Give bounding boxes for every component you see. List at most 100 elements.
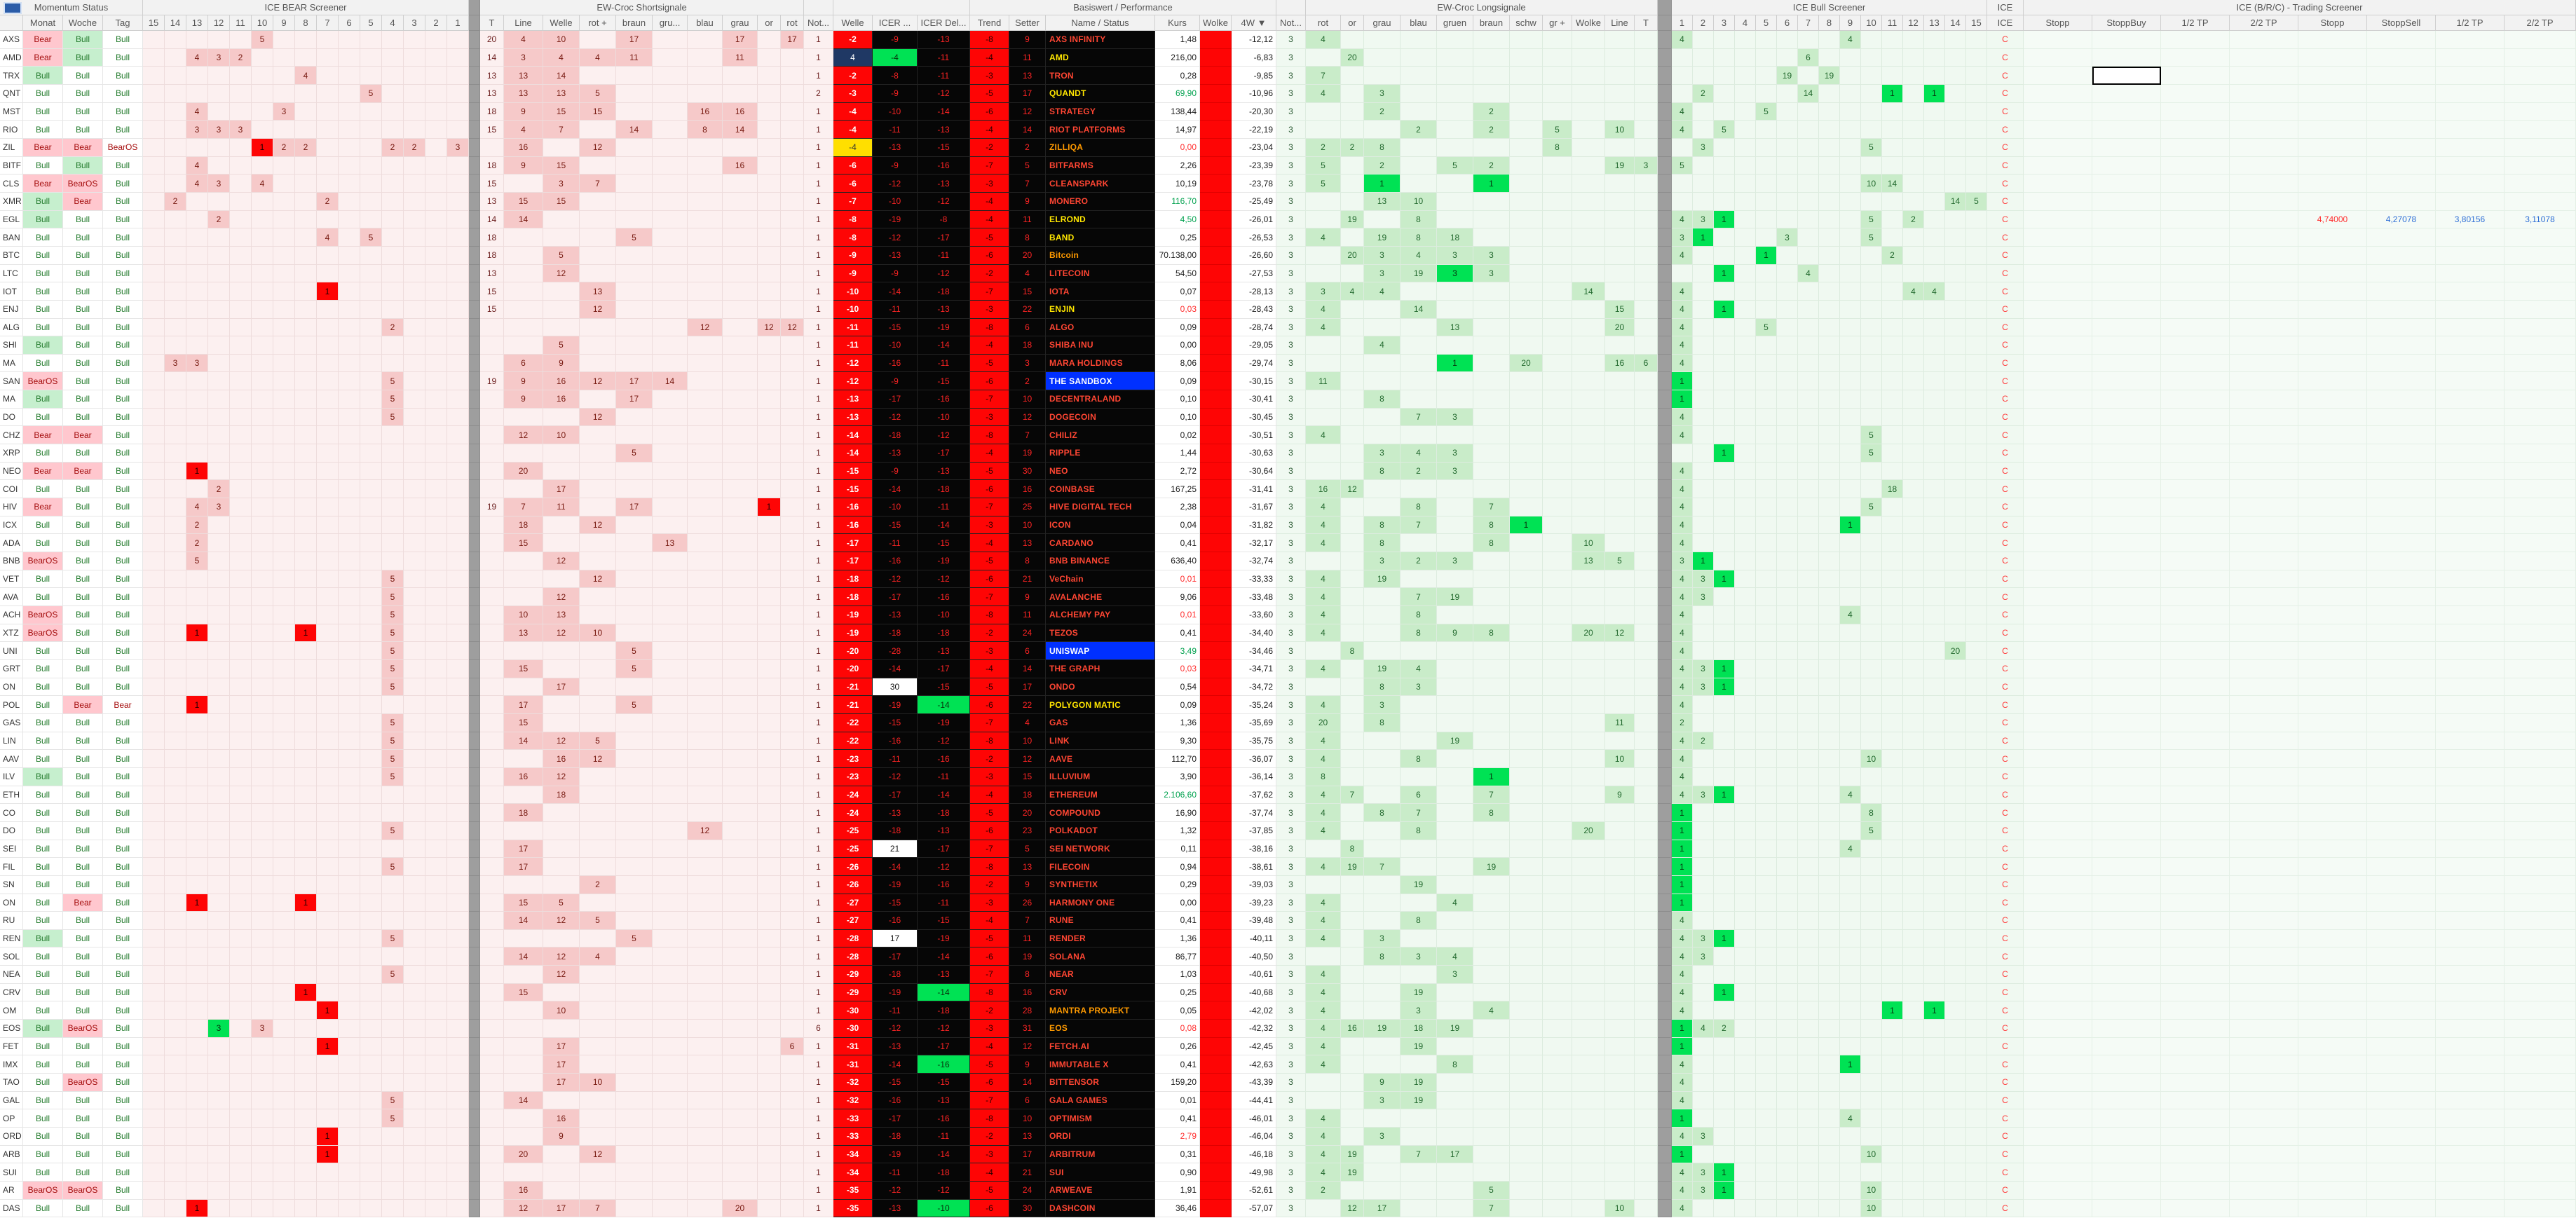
cell-b7[interactable]	[317, 138, 339, 157]
cell-b10[interactable]	[252, 300, 273, 319]
cell-u13[interactable]	[1924, 516, 1945, 535]
cell-s_gruen[interactable]	[653, 408, 688, 427]
cell-st1[interactable]	[2024, 1037, 2092, 1056]
cell-b5[interactable]	[360, 426, 382, 445]
cell-l_or[interactable]	[1341, 732, 1364, 751]
cell-st3[interactable]	[2161, 444, 2230, 463]
cell-kurs[interactable]: 1,32	[1155, 821, 1200, 840]
cell-l_gruen[interactable]	[1437, 840, 1473, 858]
cell-s_rotp[interactable]	[580, 498, 616, 516]
cell-st3[interactable]	[2161, 983, 2230, 1002]
cell-u13[interactable]	[1924, 1020, 1945, 1038]
cell-welle2[interactable]: -23	[833, 750, 873, 768]
cell-ticker[interactable]: CLS	[0, 175, 23, 193]
cell-st8[interactable]	[2505, 282, 2576, 301]
cell-u6[interactable]	[1777, 336, 1798, 355]
cell-s_rotp[interactable]	[580, 1128, 616, 1146]
cell-u12[interactable]	[1903, 606, 1924, 624]
cell-l_gruen[interactable]	[1437, 336, 1473, 355]
cell-s_line[interactable]: 14	[504, 732, 543, 751]
cell-ticker[interactable]: XTZ	[0, 624, 23, 643]
cell-s_welle[interactable]	[543, 1145, 580, 1164]
cell-welle2[interactable]: -2	[833, 31, 873, 49]
cell-st5[interactable]	[2298, 84, 2367, 103]
cell-l_blau[interactable]: 2	[1401, 121, 1437, 139]
cell-setter[interactable]: 12	[1009, 750, 1046, 768]
cell-s_gruen[interactable]	[653, 1037, 688, 1056]
cell-st1[interactable]	[2024, 175, 2092, 193]
cell-u2[interactable]	[1693, 534, 1714, 553]
cell-u8[interactable]	[1819, 966, 1840, 984]
cell-s_gruen[interactable]	[653, 713, 688, 732]
cell-u8[interactable]	[1819, 1037, 1840, 1056]
cell-s_line[interactable]	[504, 1074, 543, 1092]
cell-b5[interactable]	[360, 1055, 382, 1074]
cell-b2[interactable]	[425, 624, 447, 643]
cell-l_grp[interactable]	[1543, 282, 1572, 301]
cell-st6[interactable]	[2367, 624, 2436, 643]
cell-u5[interactable]: 5	[1756, 102, 1777, 121]
cell-s_rot[interactable]	[781, 336, 804, 355]
cell-st6[interactable]	[2367, 840, 2436, 858]
cell-welle2[interactable]: -13	[833, 390, 873, 409]
cell-st8[interactable]	[2505, 246, 2576, 265]
cell-b5[interactable]	[360, 1145, 382, 1164]
cell-b6[interactable]	[339, 696, 360, 714]
cell-s_line[interactable]: 17	[504, 858, 543, 876]
cell-b13[interactable]	[186, 31, 208, 49]
cell-l_grp[interactable]	[1543, 1109, 1572, 1128]
cell-u2[interactable]: 3	[1693, 947, 1714, 966]
cell-b2[interactable]	[425, 570, 447, 589]
cell-ticker[interactable]: AXS	[0, 31, 23, 49]
cell-b3[interactable]	[404, 426, 425, 445]
cell-l_blau[interactable]	[1401, 767, 1437, 786]
cell-b15[interactable]	[143, 48, 165, 67]
cell-st4[interactable]	[2230, 821, 2298, 840]
cell-s_or[interactable]	[758, 767, 781, 786]
cell-b11[interactable]	[230, 1145, 252, 1164]
cell-l_rot[interactable]	[1306, 102, 1341, 121]
cell-icerB[interactable]: -16	[918, 1109, 970, 1128]
cell-s_or[interactable]	[758, 534, 781, 553]
cell-l_or[interactable]	[1341, 659, 1364, 678]
cell-b5[interactable]	[360, 138, 382, 157]
cell-u12[interactable]	[1903, 713, 1924, 732]
cell-not1[interactable]: 1	[804, 696, 833, 714]
cell-b5[interactable]	[360, 1091, 382, 1110]
cell-setter[interactable]: 30	[1009, 462, 1046, 481]
cell-u2[interactable]	[1693, 1074, 1714, 1092]
cell-u9[interactable]	[1840, 858, 1861, 876]
cell-u6[interactable]	[1777, 444, 1798, 463]
cell-s_line[interactable]: 15	[504, 192, 543, 211]
cell-l_T[interactable]	[1635, 1109, 1658, 1128]
cell-u6[interactable]	[1777, 1055, 1798, 1074]
cell-u14[interactable]	[1945, 336, 1966, 355]
cell-st4[interactable]	[2230, 498, 2298, 516]
cell-b3[interactable]	[404, 354, 425, 373]
cell-b15[interactable]	[143, 175, 165, 193]
cell-ice[interactable]: C	[1987, 175, 2024, 193]
cell-welle2[interactable]: -31	[833, 1055, 873, 1074]
cell-b4[interactable]: 5	[382, 767, 404, 786]
cell-s_blau[interactable]	[688, 1091, 723, 1110]
cell-b5[interactable]	[360, 534, 382, 553]
cell-u8[interactable]	[1819, 264, 1840, 283]
cell-s_braun[interactable]	[616, 1128, 653, 1146]
cell-u3[interactable]	[1714, 138, 1735, 157]
cell-T1[interactable]	[480, 912, 504, 930]
cell-u4[interactable]	[1735, 408, 1756, 427]
cell-w4[interactable]: -31,82	[1232, 516, 1276, 535]
cell-monat[interactable]: Bull	[23, 821, 63, 840]
colheader-st5[interactable]: Stopp	[2298, 15, 2367, 31]
cell-b4[interactable]	[382, 121, 404, 139]
cell-u15[interactable]	[1966, 588, 1987, 606]
cell-b3[interactable]	[404, 696, 425, 714]
cell-l_blau[interactable]: 8	[1401, 912, 1437, 930]
cell-s_gruen[interactable]	[653, 1145, 688, 1164]
cell-st6[interactable]	[2367, 462, 2436, 481]
cell-b6[interactable]	[339, 1055, 360, 1074]
cell-ticker[interactable]: ACH	[0, 606, 23, 624]
cell-u8[interactable]	[1819, 947, 1840, 966]
cell-b5[interactable]	[360, 48, 382, 67]
cell-u12[interactable]	[1903, 318, 1924, 337]
